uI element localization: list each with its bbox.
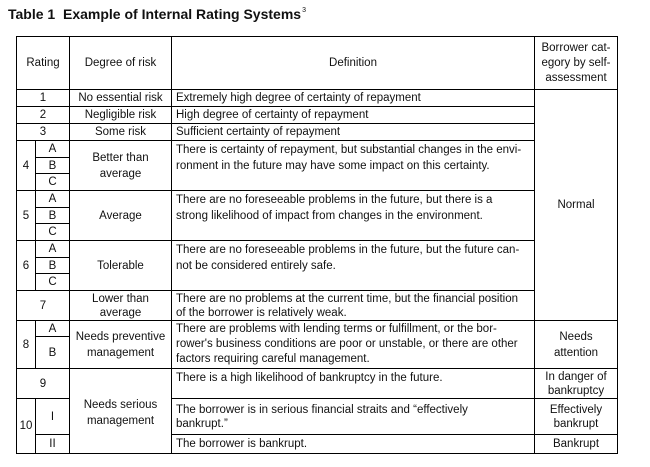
- category-in-danger: In danger of bankruptcy: [535, 369, 618, 399]
- risk-4-line-1: Better than: [92, 151, 149, 164]
- category-effectively-line-1: Effectively: [549, 403, 603, 416]
- definition-5-line-2: strong likelihood of impact from changes…: [176, 210, 483, 222]
- rating-5-sub-c: C: [36, 224, 70, 241]
- risk-8-line-2: management: [86, 346, 155, 359]
- category-normal: Normal: [535, 90, 618, 321]
- table-title: Table 1 Example of Internal Rating Syste…: [8, 6, 306, 22]
- rating-5-sub-b: B: [36, 208, 70, 224]
- risk-9-10-line-1: Needs serious: [83, 399, 158, 411]
- header-rating: Rating: [16, 36, 70, 90]
- header-definition: Definition: [172, 36, 535, 90]
- risk-8: Needs preventive management: [70, 321, 172, 369]
- footnote-marker: 3: [302, 7, 306, 14]
- definition-1: Extremely high degree of certainty of re…: [172, 90, 535, 107]
- definition-6-line-1: There are no foreseeable problems in the…: [176, 244, 520, 256]
- definition-5-line-1: There are no foreseeable problems in the…: [176, 194, 493, 206]
- definition-7: There are no problems at the current tim…: [172, 291, 535, 321]
- rating-1: 1: [16, 90, 70, 107]
- risk-5: Average: [70, 191, 172, 241]
- rating-4-sub-c: C: [36, 174, 70, 191]
- rating-6-sub-c: C: [36, 274, 70, 291]
- definition-8: There are problems with lending terms or…: [172, 321, 535, 369]
- risk-7-line-2: average: [99, 306, 142, 319]
- category-attention-line-2: attention: [553, 346, 599, 359]
- rating-4-sub-b: B: [36, 158, 70, 174]
- category-danger-line-1: In danger of: [545, 370, 607, 383]
- rating-6-sub-b: B: [36, 258, 70, 274]
- definition-8-line-2: rower's business conditions are poor or …: [176, 338, 518, 350]
- risk-3: Some risk: [70, 124, 172, 141]
- risk-7: Lower than average: [70, 291, 172, 321]
- table-number: Table 1: [8, 6, 56, 22]
- risk-4-line-2: average: [99, 167, 142, 180]
- risk-9-10: Needs serious management: [70, 369, 172, 454]
- definition-8-line-3: factors requiring careful management.: [176, 353, 370, 365]
- rating-4: 4: [16, 141, 36, 191]
- rating-6-sub-a: A: [36, 241, 70, 258]
- definition-10-i-line-2: bankrupt.”: [176, 417, 228, 430]
- rating-6: 6: [16, 241, 36, 291]
- category-needs-attention: Needs attention: [535, 321, 618, 369]
- header-borrower-line-1: Borrower cat-: [541, 41, 611, 54]
- definition-4: There is certainty of repayment, but sub…: [172, 141, 535, 191]
- risk-4: Better than average: [70, 141, 172, 191]
- category-effectively-bankrupt: Effectively bankrupt: [535, 399, 618, 435]
- risk-6: Tolerable: [70, 241, 172, 291]
- definition-7-line-2: of the borrower is relatively weak.: [176, 306, 347, 319]
- definition-2: High degree of certainty of repayment: [172, 107, 535, 124]
- category-effectively-line-2: bankrupt: [553, 417, 599, 430]
- rating-8-sub-a: A: [36, 321, 70, 337]
- rating-5: 5: [16, 191, 36, 241]
- rating-3: 3: [16, 124, 70, 141]
- rating-table: Rating Degree of risk Definition Borrowe…: [16, 36, 618, 454]
- header-borrower-line-2: egory by self-: [541, 56, 611, 69]
- category-attention-line-1: Needs: [559, 330, 593, 343]
- definition-4-line-1: There is certainty of repayment, but sub…: [176, 144, 522, 156]
- definition-3: Sufficient certainty of repayment: [172, 124, 535, 141]
- rating-10-sub-i: I: [36, 399, 70, 435]
- definition-9: There is a high likelihood of bankruptcy…: [172, 369, 535, 399]
- definition-4-line-2: ronment in the future may have some impa…: [176, 160, 490, 172]
- rating-2: 2: [16, 107, 70, 124]
- risk-1: No essential risk: [70, 90, 172, 107]
- risk-2: Negligible risk: [70, 107, 172, 124]
- header-borrower-line-3: assessment: [545, 71, 607, 84]
- definition-7-line-1: There are no problems at the current tim…: [176, 292, 518, 305]
- category-danger-line-2: bankruptcy: [547, 384, 605, 397]
- table-title-text: Example of Internal Rating Systems: [62, 6, 302, 22]
- definition-6-line-2: not be considered entirely safe.: [176, 260, 336, 272]
- rating-4-sub-a: A: [36, 141, 70, 158]
- rating-7: 7: [16, 291, 70, 321]
- rating-5-sub-a: A: [36, 191, 70, 208]
- rating-8-sub-b: B: [36, 337, 70, 369]
- risk-7-line-1: Lower than: [92, 292, 149, 305]
- definition-6: There are no foreseeable problems in the…: [172, 241, 535, 291]
- definition-10-ii: The borrower is bankrupt.: [172, 435, 535, 454]
- definition-8-line-1: There are problems with lending terms or…: [176, 323, 497, 335]
- rating-8: 8: [16, 321, 36, 369]
- header-borrower-category: Borrower cat- egory by self- assessment: [535, 36, 618, 90]
- rating-10: 10: [16, 399, 36, 454]
- rating-10-sub-ii: II: [36, 435, 70, 454]
- category-bankrupt: Bankrupt: [535, 435, 618, 454]
- definition-5: There are no foreseeable problems in the…: [172, 191, 535, 241]
- rating-9: 9: [16, 369, 70, 399]
- risk-8-line-1: Needs preventive: [75, 330, 166, 343]
- definition-10-i-line-1: The borrower is in serious financial str…: [176, 403, 468, 416]
- definition-10-i: The borrower is in serious financial str…: [172, 399, 535, 435]
- header-degree-of-risk: Degree of risk: [70, 36, 172, 90]
- risk-9-10-line-2: management: [86, 415, 155, 427]
